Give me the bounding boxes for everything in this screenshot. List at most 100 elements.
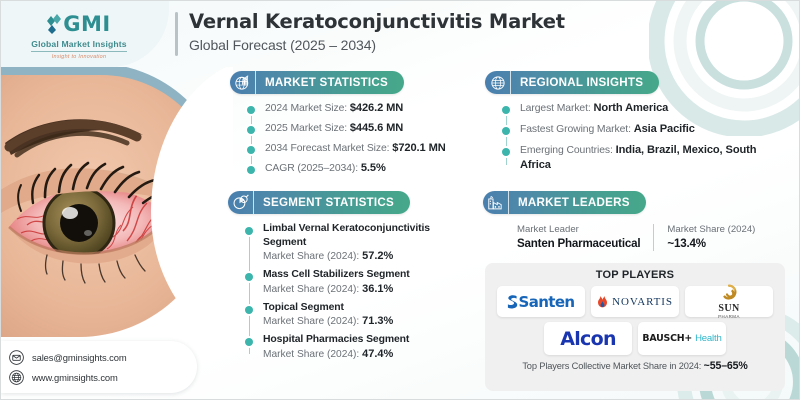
bullet-dot	[247, 126, 255, 134]
segment-name: Hospital Pharmacies Segment	[263, 334, 410, 345]
regional-insights-badge[interactable]: REGIONAL INSIGHTS	[485, 71, 660, 94]
regional-insights-list: Largest Market: North America Fastest Gr…	[502, 101, 772, 173]
stat-value: $445.6 MN	[349, 122, 404, 134]
list-item: CAGR (2025–2034): 5.5%	[247, 161, 462, 176]
page-subtitle: Global Forecast (2025 – 2034)	[189, 37, 376, 53]
segment-share-value: 36.1%	[362, 282, 394, 295]
region-label: Fastest Growing Market:	[520, 124, 631, 135]
market-statistics-list: 2024 Market Size: $426.2 MN 2025 Market …	[247, 101, 462, 176]
top-players-heading: TOP PLAYERS	[595, 269, 675, 281]
stat-value: 5.5%	[360, 162, 386, 174]
logo-fullname: Global Market Insights	[31, 39, 127, 52]
segment-share-label: Market Share (2024):	[263, 316, 360, 327]
logo-mark: GMI	[9, 13, 149, 34]
market-share-label: Market Share (2024)	[667, 224, 756, 235]
collective-share-label: Top Players Collective Market Share in 2…	[522, 361, 702, 371]
santen-s-icon	[508, 295, 518, 309]
market-share-value: ~13.4%	[667, 237, 706, 250]
region-value: Asia Pacific	[633, 123, 695, 135]
stat-label: 2025 Market Size:	[265, 123, 348, 134]
globe-icon	[9, 369, 24, 385]
market-statistics-badge[interactable]: MARKET STATISTICS	[230, 71, 404, 94]
bullet-dot	[502, 127, 510, 135]
top-players-card: TOP PLAYERS Santen NOVARTIS	[485, 263, 785, 391]
segment-share-label: Market Share (2024):	[263, 348, 360, 360]
brand-logo[interactable]: GMI Global Market Insights Insight to In…	[9, 13, 149, 60]
bullet-dot	[245, 305, 253, 314]
list-item: 2034 Forecast Market Size: $720.1 MN	[247, 141, 462, 156]
list-item: Fastest Growing Market: Asia Pacific	[502, 122, 772, 137]
market-leader-row: Market Leader Santen Pharmaceutical Mark…	[517, 223, 755, 251]
company-name: SUN	[718, 303, 740, 315]
stat-value: $426.2 MN	[349, 102, 404, 114]
eye-image-panel	[1, 67, 233, 339]
regional-insights-heading: REGIONAL INSIGHTS	[520, 76, 644, 89]
company-logo-sun-pharma[interactable]: SUN PHARMA	[685, 284, 773, 319]
market-statistics-heading: MARKET STATISTICS	[265, 76, 388, 89]
region-value: North America	[593, 102, 669, 114]
bullet-dot	[245, 227, 253, 235]
segment-statistics-badge[interactable]: SEGMENT STATISTICS	[228, 191, 410, 214]
company-logo-alcon[interactable]: Alcon	[544, 322, 632, 355]
company-logo-santen[interactable]: Santen	[497, 286, 585, 317]
globe-chart-icon	[230, 71, 256, 94]
bullet-dot	[245, 338, 253, 346]
logo-text: GMI	[63, 11, 111, 36]
company-name: BAUSCH+	[642, 333, 693, 344]
stat-value: $720.1 MN	[392, 142, 446, 154]
region-value: India, Brazil, Mexico, South Africa	[520, 144, 757, 171]
list-item: Emerging Countries: India, Brazil, Mexic…	[502, 143, 772, 173]
list-item: Topical Segment Market Share (2024): 71.…	[245, 301, 470, 330]
bullet-dot	[245, 273, 253, 281]
globe-icon	[485, 71, 511, 94]
company-logo-novartis[interactable]: NOVARTIS	[591, 286, 679, 317]
page-title: Vernal Keratoconjunctivitis Market	[189, 10, 565, 33]
segment-name: Topical Segment	[263, 301, 344, 313]
title-divider	[175, 12, 178, 56]
stat-label: 2034 Forecast Market Size:	[265, 143, 390, 154]
bullet-dot	[502, 148, 510, 156]
contact-email: sales@gminsights.com	[32, 351, 127, 363]
list-item: 2024 Market Size: $426.2 MN	[247, 101, 462, 116]
list-item: 2025 Market Size: $445.6 MN	[247, 121, 462, 136]
market-leaders-badge[interactable]: MARKET LEADERS	[483, 191, 646, 214]
segment-statistics-heading: SEGMENT STATISTICS	[263, 196, 394, 209]
top-players-row-1: Santen NOVARTIS SU	[495, 284, 775, 319]
collective-share-value: ~55–65%	[703, 360, 748, 372]
segment-share-value: 71.3%	[362, 315, 394, 327]
leader-divider	[653, 224, 655, 251]
contact-website-row[interactable]: www.gminsights.com	[9, 367, 187, 387]
list-item: Largest Market: North America	[502, 101, 772, 116]
header: GMI Global Market Insights Insight to In…	[1, 1, 799, 67]
bullet-dot	[247, 146, 255, 154]
segment-share-label: Market Share (2024):	[263, 251, 360, 262]
decorative-rings-top-right	[649, 1, 799, 136]
sun-pharma-spiral-icon	[723, 284, 737, 300]
contact-block: sales@gminsights.com www.gminsights.com	[1, 341, 197, 393]
bullet-dot	[502, 106, 510, 114]
company-subname: Health	[695, 333, 722, 344]
list-item: Mass Cell Stabilizers Segment Market Sha…	[245, 268, 470, 297]
bullet-dot	[247, 106, 255, 114]
segment-share-label: Market Share (2024):	[263, 283, 360, 295]
region-label: Emerging Countries:	[520, 145, 613, 156]
market-share-col: Market Share (2024) ~13.4%	[667, 223, 755, 251]
market-leader-label: Market Leader	[517, 224, 579, 235]
list-rail	[250, 107, 252, 168]
contact-email-row[interactable]: sales@gminsights.com	[9, 347, 187, 367]
factory-icon	[483, 191, 509, 214]
stat-label: 2024 Market Size:	[265, 103, 348, 114]
segment-statistics-list: Limbal Vernal Keratoconjunctivitis Segme…	[245, 222, 470, 362]
diamond-icon	[47, 14, 62, 34]
title-block: Vernal Keratoconjunctivitis Market Globa…	[175, 9, 565, 56]
company-subname: PHARMA	[718, 313, 740, 319]
contact-card: sales@gminsights.com www.gminsights.com	[1, 341, 197, 393]
company-logo-bausch-health[interactable]: BAUSCH+ Health	[638, 322, 726, 355]
company-name: Santen	[518, 292, 575, 311]
logo-tagline: Insight to Innovation	[51, 54, 107, 60]
segment-name: Limbal Vernal Keratoconjunctivitis Segme…	[263, 223, 430, 248]
list-item: Limbal Vernal Keratoconjunctivitis Segme…	[245, 222, 470, 264]
company-name: Alcon	[560, 327, 616, 350]
segment-share-value: 57.2%	[362, 250, 394, 262]
